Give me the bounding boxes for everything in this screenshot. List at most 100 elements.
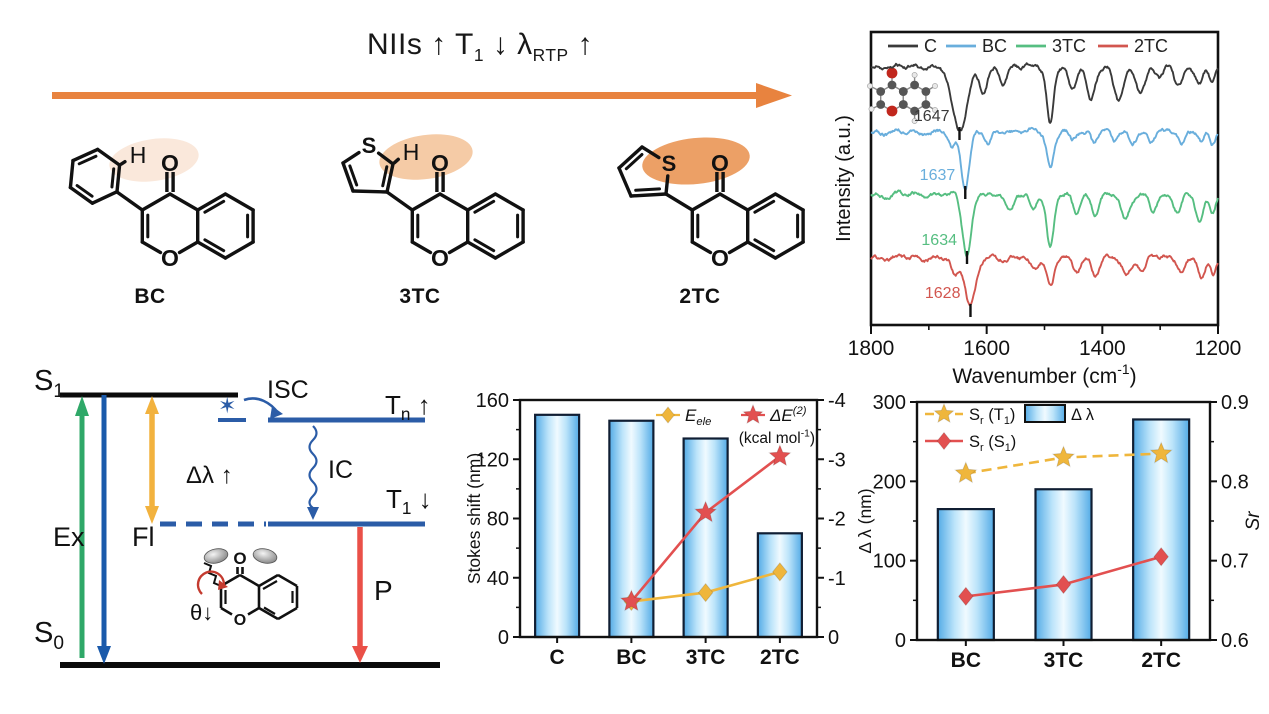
y-left-tick-label: 100 bbox=[873, 551, 906, 573]
ir-legend-label-3TC: 3TC bbox=[1052, 36, 1086, 56]
legend-diamond-icon bbox=[660, 406, 676, 424]
h-atom-icon bbox=[932, 107, 938, 113]
o-atom-icon bbox=[886, 67, 898, 79]
ir-peak-label-C: 1647 bbox=[914, 108, 950, 125]
bond bbox=[68, 185, 95, 205]
ex-label: Ex bbox=[53, 522, 85, 552]
carbonyl-o-label: O bbox=[431, 150, 449, 176]
y-left-axis-title: Stokes shift (nm) bbox=[464, 453, 484, 584]
lone-pair-lobe-left-icon bbox=[203, 548, 229, 564]
bond bbox=[640, 145, 661, 160]
lone-pair-lobe-right-icon bbox=[252, 548, 278, 564]
c-atom-icon bbox=[898, 87, 908, 96]
bond bbox=[410, 240, 433, 255]
thiophene-s-label: S bbox=[662, 151, 677, 176]
fl-label: Fl bbox=[132, 522, 155, 552]
legend-star-icon bbox=[933, 402, 955, 424]
bond bbox=[115, 190, 145, 212]
y-right-tick-label: 0.7 bbox=[1221, 551, 1249, 573]
y-left-tick-label: 300 bbox=[873, 392, 906, 414]
legend-label-eele: Eele​ bbox=[685, 406, 711, 428]
spin-flip-star-icon: ✶ bbox=[218, 393, 236, 418]
x-category-label-2TC: 2TC bbox=[1141, 649, 1181, 672]
bond bbox=[392, 157, 400, 165]
h-atom-icon bbox=[911, 72, 918, 78]
y-right-axis-title: Sr bbox=[1243, 511, 1264, 531]
legend-bar-swatch bbox=[1024, 404, 1066, 423]
ir-peak-label-BC: 1637 bbox=[920, 167, 956, 184]
y-right-tick-label: 0.9 bbox=[1221, 392, 1249, 414]
ir-peak-label-2TC: 1628 bbox=[925, 285, 961, 302]
ir-x-axis-title: Wavenumber (cm-1​) bbox=[952, 361, 1136, 388]
bond bbox=[277, 573, 298, 588]
ir-legend-label-C: C bbox=[924, 36, 937, 56]
delta-lambda-label: Δλ ↑ bbox=[186, 462, 233, 489]
bond bbox=[220, 606, 233, 616]
bond bbox=[493, 240, 525, 260]
bond bbox=[727, 240, 750, 255]
interaction-highlight bbox=[109, 138, 199, 182]
bar-3TC bbox=[1034, 488, 1093, 642]
y-left-tick-label: 0 bbox=[895, 630, 906, 652]
bond bbox=[71, 147, 100, 163]
bond bbox=[195, 240, 228, 260]
molecule-2TC-structure: O O S bbox=[617, 137, 805, 271]
y-right-tick-label: -3 bbox=[828, 449, 846, 471]
molecule-3TC-structure: O O S H bbox=[341, 133, 525, 271]
bond bbox=[410, 192, 442, 212]
c-atom-icon bbox=[910, 80, 919, 90]
legend-unit-note: (kcal mol-1​) bbox=[739, 428, 815, 447]
bond bbox=[351, 189, 389, 194]
bond bbox=[493, 192, 525, 212]
bond bbox=[95, 147, 122, 167]
ir-molecule-inset bbox=[867, 67, 938, 124]
tn-label: Tn​ ↑ bbox=[385, 390, 431, 424]
series-marker-1 bbox=[619, 589, 644, 612]
bond bbox=[140, 240, 163, 255]
ir-trace-3TC bbox=[870, 189, 1219, 257]
thiophene-h-label: H bbox=[403, 139, 420, 165]
theta-label: θ↓ bbox=[190, 600, 213, 625]
y-left-tick-label: 120 bbox=[476, 449, 509, 471]
excitation-arrowhead-icon bbox=[75, 396, 89, 416]
trend-arrow-shape bbox=[52, 83, 792, 108]
trend-title: NIIs ↑ T1 ↓ λRTP ↑ bbox=[367, 28, 593, 65]
y-left-tick-label: 200 bbox=[873, 471, 906, 493]
molecule-label-2TC: 2TC bbox=[679, 285, 721, 308]
bond bbox=[239, 573, 260, 588]
legend-diamond-icon bbox=[936, 431, 952, 451]
molecule-skeleton: OOH bbox=[68, 138, 255, 271]
inset-ring-o-label: O bbox=[234, 612, 246, 629]
molecule-label-3TC: 3TC bbox=[399, 285, 441, 308]
ir-y-axis-title: Intensity (a.u.) bbox=[833, 115, 855, 242]
isc-label: ISC bbox=[267, 376, 309, 404]
bond bbox=[438, 192, 470, 212]
p-label: P bbox=[374, 575, 393, 606]
double-bond-inner bbox=[75, 184, 94, 198]
series-marker-0 bbox=[954, 461, 978, 484]
s0-label: S0​ bbox=[34, 617, 64, 654]
series-marker-0 bbox=[1149, 441, 1173, 464]
phosphorescence-arrowhead-icon bbox=[352, 646, 368, 663]
x-category-label-2TC: 2TC bbox=[760, 646, 800, 669]
ir-trace-2TC bbox=[870, 253, 1219, 306]
ir-x-tick-label: 1800 bbox=[848, 337, 895, 360]
bond bbox=[690, 192, 722, 212]
y-left-tick-label: 40 bbox=[487, 568, 509, 590]
bar-C bbox=[534, 413, 581, 639]
bond bbox=[617, 166, 633, 198]
double-bond-inner bbox=[624, 152, 644, 171]
y-right-tick-label: -1 bbox=[828, 568, 846, 590]
ir-peak-label-3TC: 1634 bbox=[921, 232, 957, 249]
molecule-skeleton: O O S H bbox=[341, 133, 525, 271]
c-atom-icon bbox=[910, 106, 919, 116]
molecule-label-BC: BC bbox=[134, 285, 166, 308]
c-atom-icon bbox=[921, 100, 931, 109]
y-left-tick-label: 160 bbox=[476, 390, 509, 412]
x-category-label-BC: BC bbox=[616, 646, 646, 669]
ir-spectrum-chart: 1800 1600 1400 1200 Wavenumber (cm-1​) Intens… bbox=[833, 30, 1241, 388]
inset-carbonyl-o-label: O bbox=[233, 549, 246, 568]
double-bond-inner bbox=[381, 165, 389, 188]
trend-arrow bbox=[52, 83, 792, 108]
squiggle-bond bbox=[203, 562, 222, 587]
